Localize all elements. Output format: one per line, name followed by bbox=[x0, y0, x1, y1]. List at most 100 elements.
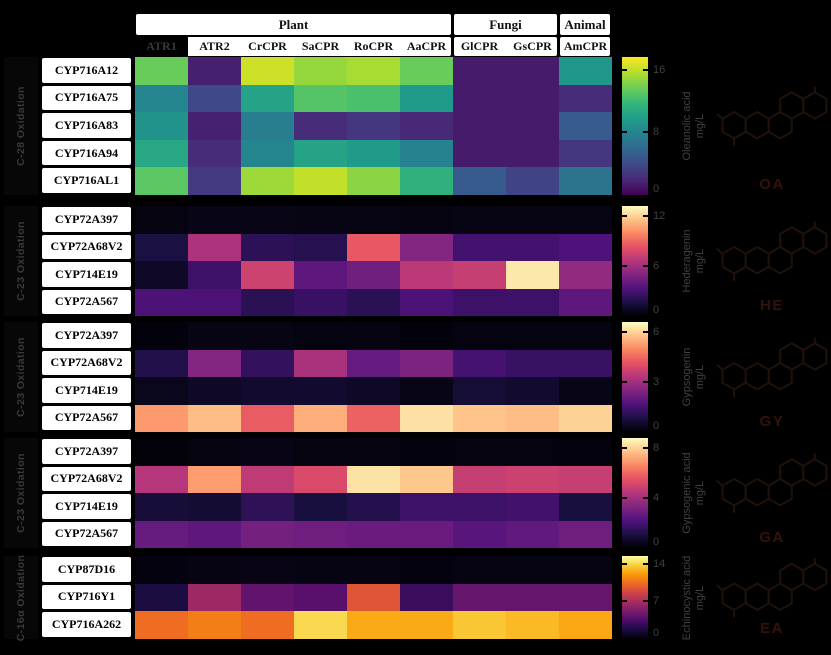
heatmap-cell bbox=[453, 520, 506, 548]
heatmap-cell bbox=[135, 583, 188, 612]
row-label-cyp716a83: CYP716A83 bbox=[42, 113, 131, 138]
heatmap-cell bbox=[241, 404, 294, 432]
heatmap-cell bbox=[241, 349, 294, 377]
heatmap-cell bbox=[506, 349, 559, 377]
heatmap-cell bbox=[294, 583, 347, 612]
heatmap-cell bbox=[400, 288, 453, 316]
heatmap-cell bbox=[347, 57, 400, 85]
heatmap-cell bbox=[135, 167, 188, 195]
heatmap-cell bbox=[294, 57, 347, 85]
heatmap-cell bbox=[294, 438, 347, 466]
heatmap-cell bbox=[188, 583, 241, 612]
heatmap-cell bbox=[294, 322, 347, 350]
heatmap-cell bbox=[506, 57, 559, 85]
row-label-cyp716a12: CYP716A12 bbox=[42, 58, 131, 83]
heatmap-cell bbox=[453, 167, 506, 195]
heatmap-cell bbox=[453, 349, 506, 377]
section-strip-2: C-23 Oxidation bbox=[4, 322, 38, 432]
row-label-cyp87d16: CYP87D16 bbox=[42, 557, 131, 582]
heatmap-cell bbox=[241, 322, 294, 350]
colorbar-tick-mark bbox=[643, 497, 648, 499]
colorbar-axis-label-line1: Gypsogenic acid bbox=[680, 452, 693, 534]
column-header-atr1: ATR1 bbox=[146, 39, 177, 53]
heatmap-cell bbox=[506, 288, 559, 316]
colorbar bbox=[622, 206, 648, 316]
triterpene-structure-icon bbox=[716, 335, 828, 401]
colorbar-tick-mark bbox=[643, 600, 648, 603]
section-strip-1: C-23 Oxidation bbox=[4, 206, 38, 316]
heatmap-cell bbox=[241, 84, 294, 113]
heatmap-cell bbox=[188, 438, 241, 466]
heatmap-cell bbox=[453, 322, 506, 350]
column-header-crcpr: CrCPR bbox=[248, 39, 287, 53]
heatmap-cell bbox=[135, 112, 188, 140]
heatmap-cell bbox=[294, 349, 347, 377]
heatmap-cell bbox=[453, 493, 506, 521]
heatmap-cell bbox=[400, 84, 453, 113]
heatmap-cell bbox=[241, 167, 294, 195]
heatmap-cell bbox=[241, 139, 294, 168]
heatmap-cell bbox=[453, 206, 506, 234]
row-label-cyp72a567: CYP72A567 bbox=[42, 405, 131, 430]
heatmap-cell bbox=[347, 465, 400, 493]
heatmap-cell bbox=[400, 556, 453, 584]
heatmap-cell bbox=[400, 167, 453, 195]
column-group-animal: Animal bbox=[560, 14, 610, 35]
heatmap-cell bbox=[135, 349, 188, 377]
heatmap-cell bbox=[400, 583, 453, 612]
heatmap-cell bbox=[453, 112, 506, 140]
column-header-aacpr: AaCPR bbox=[406, 39, 447, 53]
row-label-cyp72a68v2: CYP72A68V2 bbox=[42, 234, 131, 259]
heatmap-cell bbox=[294, 611, 347, 639]
column-header-rocpr: RoCPR bbox=[353, 39, 394, 53]
structure-abbr-label: OA bbox=[759, 176, 785, 193]
heatmap-cell bbox=[241, 611, 294, 639]
heatmap-cell bbox=[400, 139, 453, 168]
colorbar-tick-label: 7 bbox=[653, 595, 660, 608]
heatmap-cell bbox=[188, 84, 241, 113]
row-label-cyp714e19: CYP714E19 bbox=[42, 494, 131, 519]
column-header-atr2: ATR2 bbox=[199, 39, 230, 53]
heatmap-cell bbox=[559, 556, 612, 584]
colorbar bbox=[622, 322, 648, 432]
colorbar-tick-mark bbox=[643, 562, 648, 565]
row-label-cyp72a68v2: CYP72A68V2 bbox=[42, 350, 131, 375]
heatmap-cell bbox=[506, 404, 559, 432]
heatmap-cell bbox=[294, 206, 347, 234]
column-header-sacpr: SaCPR bbox=[301, 39, 340, 53]
triterpene-structure-icon bbox=[716, 556, 828, 621]
colorbar bbox=[622, 57, 648, 195]
colorbar-axis-label-text: Gypsogenin mg/L bbox=[681, 348, 707, 407]
column-group-fungi: Fungi bbox=[454, 14, 557, 35]
row-label-cyp716al1: CYP716AL1 bbox=[42, 168, 131, 193]
heatmap-cell bbox=[135, 438, 188, 466]
colorbar-tick-mark bbox=[622, 497, 627, 499]
colorbar bbox=[622, 438, 648, 548]
heatmap-cell bbox=[453, 611, 506, 639]
colorbar-tick-label: 14 bbox=[653, 557, 666, 570]
heatmap-cell bbox=[559, 288, 612, 316]
heatmap-cell bbox=[241, 377, 294, 405]
heatmap-cell bbox=[506, 377, 559, 405]
row-label-cyp72a397: CYP72A397 bbox=[42, 207, 131, 232]
heatmap-cell bbox=[453, 556, 506, 584]
heatmap-cell bbox=[559, 583, 612, 612]
heatmap-cell bbox=[188, 112, 241, 140]
heatmap-cell bbox=[559, 465, 612, 493]
heatmap-cell bbox=[241, 233, 294, 261]
heatmap-cell bbox=[294, 404, 347, 432]
heatmap-cell bbox=[294, 493, 347, 521]
heatmap-cell bbox=[506, 465, 559, 493]
heatmap-cell bbox=[188, 233, 241, 261]
colorbar-tick-label: 4 bbox=[653, 492, 660, 504]
heatmap-cell bbox=[347, 206, 400, 234]
row-label-cyp72a567: CYP72A567 bbox=[42, 289, 131, 314]
column-header-amcpr: AmCPR bbox=[563, 39, 608, 53]
heatmap-cell bbox=[453, 233, 506, 261]
heatmap-cell bbox=[506, 493, 559, 521]
heatmap-cell bbox=[294, 556, 347, 584]
column-group-plant: Plant bbox=[136, 14, 451, 35]
heatmap-cell bbox=[135, 139, 188, 168]
heatmap-cell bbox=[241, 438, 294, 466]
heatmap-cell bbox=[559, 57, 612, 85]
